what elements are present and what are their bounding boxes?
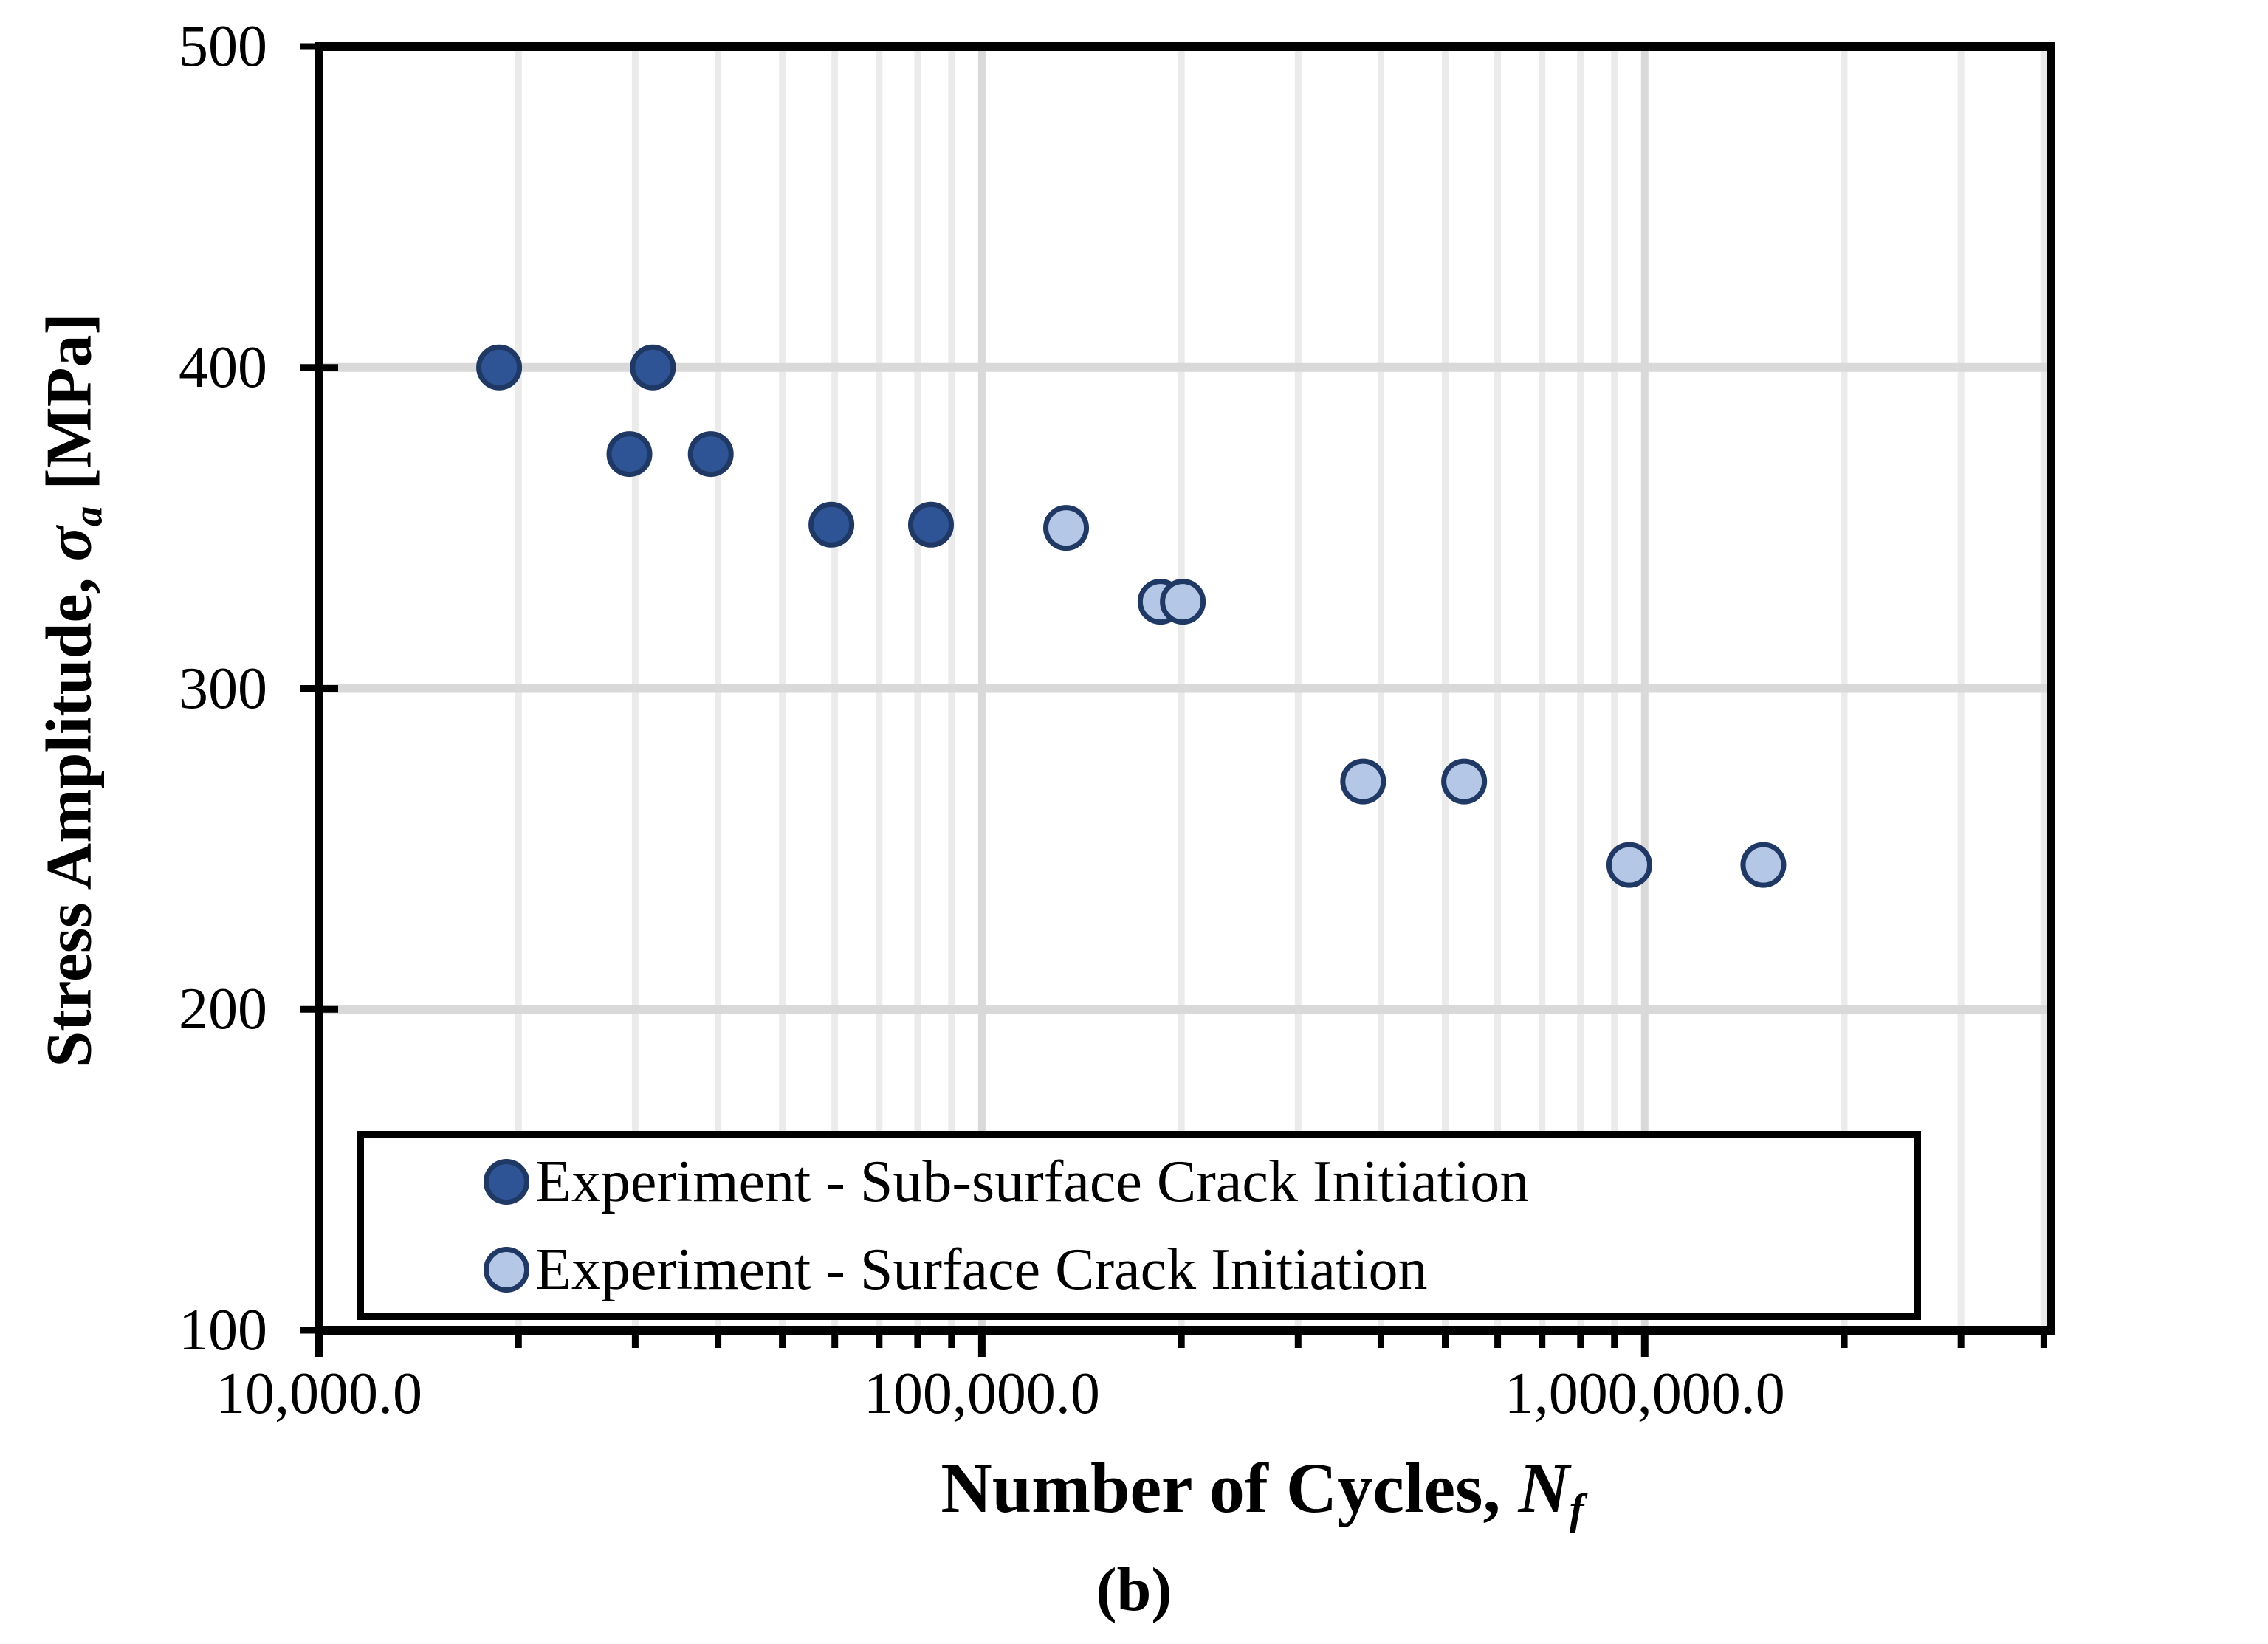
- data-point-subsurface: [907, 501, 954, 548]
- legend-label-surface: Experiment - Surface Crack Initiation: [535, 1237, 1428, 1302]
- data-point-subsurface: [630, 344, 676, 391]
- y-tick-label-400: 400: [179, 334, 267, 400]
- plot-border: [315, 42, 2055, 1335]
- data-point-surface: [1740, 842, 1787, 888]
- legend-item-surface: Experiment - Surface Crack Initiation: [482, 1229, 1914, 1310]
- legend-label-subsurface: Experiment - Sub-surface Crack Initiatio…: [535, 1149, 1530, 1214]
- x-tick-label-1000000: 1,000,000.0: [1504, 1361, 1785, 1426]
- data-point-subsurface: [687, 431, 734, 478]
- figure-caption: (b): [1096, 1555, 1172, 1624]
- x-axis-title: Number of Cycles, Nf: [941, 1448, 1584, 1534]
- legend-marker-surface-icon: [484, 1246, 529, 1293]
- data-point-surface: [1606, 842, 1652, 888]
- x-tick-label-100000: 100,000.0: [863, 1361, 1100, 1426]
- data-point-subsurface: [606, 431, 653, 478]
- legend-marker-subsurface-icon: [484, 1158, 529, 1205]
- data-point-subsurface: [476, 344, 523, 391]
- data-point-surface: [1441, 758, 1488, 805]
- y-axis-title: Stress Amplitude, σa [MPa]: [33, 313, 111, 1067]
- y-tick-label-200: 200: [179, 977, 267, 1042]
- legend: Experiment - Sub-surface Crack Initiatio…: [357, 1131, 1921, 1320]
- data-point-subsurface: [808, 501, 855, 548]
- legend-item-subsurface: Experiment - Sub-surface Crack Initiatio…: [482, 1141, 1914, 1222]
- data-point-surface: [1160, 579, 1206, 625]
- data-point-surface: [1043, 505, 1090, 551]
- y-tick-label-100: 100: [179, 1298, 267, 1363]
- y-tick-label-500: 500: [179, 14, 267, 79]
- x-tick-label-10000: 10,000.0: [216, 1361, 422, 1426]
- y-tick-label-300: 300: [179, 656, 267, 721]
- data-point-surface: [1340, 758, 1386, 805]
